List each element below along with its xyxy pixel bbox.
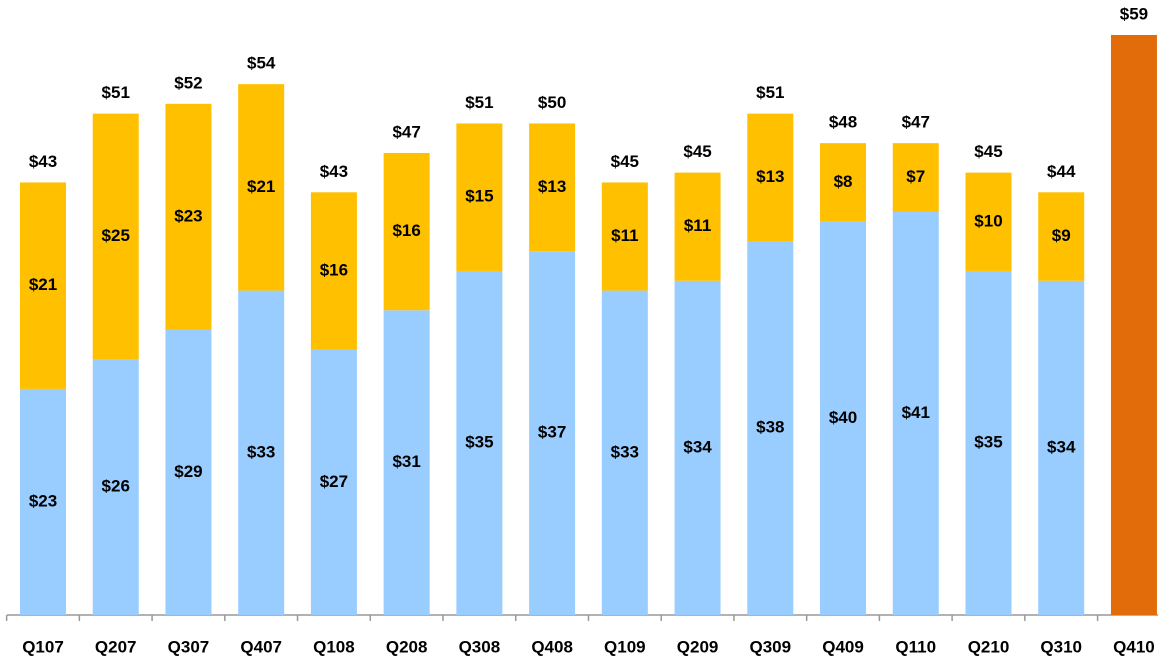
value-label: $34 — [683, 437, 712, 456]
bar-segment — [1110, 35, 1157, 615]
bar-segment — [601, 182, 648, 291]
value-label: $13 — [538, 177, 566, 196]
bar-segment — [165, 103, 212, 330]
value-label: $34 — [1047, 437, 1076, 456]
total-label: $52 — [174, 73, 202, 92]
value-label: $35 — [465, 432, 493, 451]
value-label: $29 — [174, 462, 202, 481]
value-label: $16 — [320, 260, 348, 279]
x-tick-label: Q310 — [1040, 637, 1082, 656]
value-label: $35 — [974, 432, 1002, 451]
value-label: $13 — [756, 167, 784, 186]
value-label: $31 — [392, 452, 420, 471]
total-label: $47 — [902, 113, 930, 132]
bar-segment — [674, 172, 721, 281]
total-label: $43 — [320, 162, 348, 181]
value-label: $27 — [320, 472, 348, 491]
value-label: $38 — [756, 418, 784, 437]
value-label: $25 — [102, 226, 130, 245]
value-label: $21 — [29, 275, 57, 294]
value-label: $21 — [247, 177, 275, 196]
x-tick-label: Q210 — [968, 637, 1010, 656]
total-label: $45 — [611, 152, 639, 171]
bar-segment — [1038, 280, 1085, 615]
x-tick-label: Q110 — [895, 637, 936, 656]
bar-segment — [820, 221, 867, 615]
value-label: $9 — [1052, 226, 1071, 245]
bar-segment — [892, 211, 939, 615]
bar-segment — [965, 270, 1012, 615]
bar-segment — [1038, 192, 1085, 281]
bar-segment — [383, 310, 430, 615]
bar-segment — [529, 123, 576, 252]
value-label: $33 — [611, 442, 639, 461]
total-label: $51 — [756, 83, 784, 102]
value-label: $16 — [392, 221, 420, 240]
x-tick-label: Q109 — [604, 637, 646, 656]
x-tick-label: Q209 — [677, 637, 719, 656]
bar-segment — [310, 192, 357, 350]
x-tick-label: Q309 — [750, 637, 792, 656]
value-label: $15 — [465, 187, 493, 206]
value-label: $26 — [102, 477, 130, 496]
value-label: $40 — [829, 408, 857, 427]
total-label: $45 — [683, 142, 711, 161]
x-tick-label: Q409 — [822, 637, 864, 656]
bar-segment — [92, 359, 139, 615]
value-label: $23 — [174, 206, 202, 225]
total-label: $43 — [29, 152, 57, 171]
bar-segment — [892, 143, 939, 212]
total-label: $45 — [974, 142, 1002, 161]
bar-segment — [456, 123, 503, 271]
x-tick-label: Q407 — [240, 637, 282, 656]
x-tick-label: Q410 — [1113, 637, 1155, 656]
value-label: $23 — [29, 491, 57, 510]
total-label: $44 — [1047, 162, 1076, 181]
value-label: $11 — [684, 216, 711, 235]
bar-segment — [383, 152, 430, 311]
total-label: $50 — [538, 93, 566, 112]
total-label: $51 — [465, 93, 493, 112]
value-label: $8 — [834, 172, 853, 191]
x-tick-label: Q408 — [531, 637, 573, 656]
x-tick-label: Q307 — [168, 637, 210, 656]
bar-segment — [165, 329, 212, 615]
bar-segment — [238, 84, 285, 291]
bar-segment — [310, 349, 357, 615]
x-tick-label: Q207 — [95, 637, 137, 656]
value-label: $37 — [538, 423, 566, 442]
total-label: $48 — [829, 113, 857, 132]
bar-segment — [820, 143, 867, 222]
bar-segment — [20, 388, 66, 615]
total-label: $54 — [247, 54, 276, 73]
bar-segment — [747, 241, 794, 615]
bar-segment — [456, 270, 503, 615]
bar-segment — [20, 182, 66, 389]
bar-segment — [747, 113, 794, 242]
bar-segment — [238, 290, 285, 615]
total-label: $51 — [102, 83, 130, 102]
total-label: $47 — [392, 122, 420, 141]
bar-segment — [674, 280, 721, 615]
bar-segment — [529, 251, 576, 615]
value-label: $11 — [611, 226, 638, 245]
total-label: $59 — [1120, 4, 1148, 23]
value-label: $10 — [974, 211, 1002, 230]
value-label: $41 — [902, 403, 930, 422]
x-tick-label: Q108 — [313, 637, 355, 656]
x-tick-label: Q308 — [459, 637, 501, 656]
x-tick-label: Q107 — [22, 637, 64, 656]
bar-segment — [92, 113, 139, 360]
bar-segment — [965, 172, 1012, 271]
bar-segment — [601, 290, 648, 615]
value-label: $33 — [247, 442, 275, 461]
x-tick-label: Q208 — [386, 637, 428, 656]
value-label: $7 — [906, 167, 925, 186]
